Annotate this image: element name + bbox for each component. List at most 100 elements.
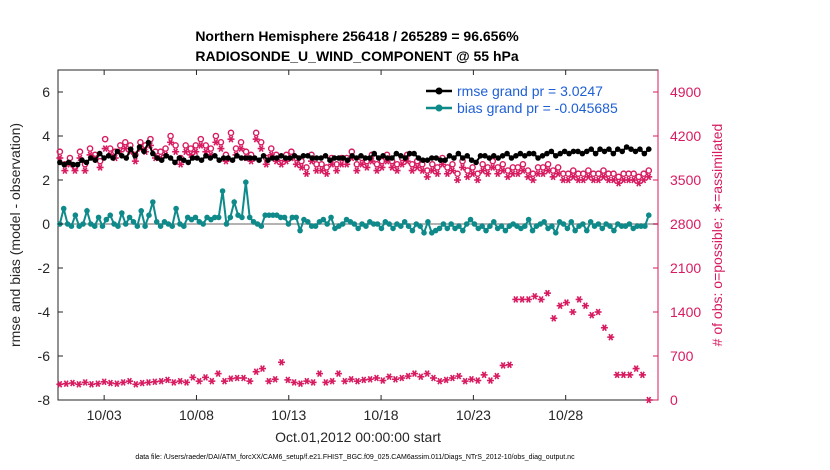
bias-point bbox=[363, 223, 369, 229]
obs-assimilated-marker bbox=[423, 173, 431, 181]
obs-assimilated-marker bbox=[645, 173, 653, 181]
rmse-point bbox=[296, 155, 302, 161]
rmse-point bbox=[473, 159, 479, 166]
bias-point bbox=[281, 214, 288, 221]
obs-assimilated-low-marker bbox=[284, 376, 292, 384]
rmse-point bbox=[327, 157, 333, 163]
rmse-point bbox=[451, 155, 457, 161]
obs-assimilated-marker bbox=[96, 163, 104, 171]
obs-possible-marker bbox=[434, 164, 441, 171]
y-axis-ticks: -8 -6 -4 -2 0 2 4 6 bbox=[38, 84, 63, 408]
obs-possible-marker bbox=[645, 167, 653, 174]
obs-assimilated-marker bbox=[554, 170, 562, 178]
obs-star-stroke bbox=[379, 163, 385, 171]
rmse-point bbox=[437, 157, 444, 163]
obs-star-stroke bbox=[57, 380, 63, 388]
bias-point bbox=[200, 221, 207, 227]
obs-assimilated-marker bbox=[297, 163, 305, 171]
obs-possible-marker bbox=[514, 164, 522, 171]
y-tick-label: 4 bbox=[42, 128, 50, 144]
obs-assimilated-marker bbox=[569, 173, 577, 181]
obs-star-stroke bbox=[409, 167, 415, 175]
obs-star-stroke bbox=[545, 289, 550, 297]
obs-assimilated-marker bbox=[192, 148, 200, 156]
obs-assimilated-low-marker bbox=[505, 361, 513, 369]
obs-assimilated-marker bbox=[433, 170, 441, 178]
obs-assimilated-low-marker bbox=[353, 377, 361, 385]
obs-assimilated-low-marker bbox=[524, 295, 532, 303]
obs-star-stroke bbox=[525, 173, 531, 181]
rmse-point bbox=[628, 146, 634, 152]
obs-assimilated-low-marker bbox=[309, 378, 317, 386]
obs-star-stroke bbox=[580, 176, 586, 184]
obs-assimilated-low-marker bbox=[233, 374, 241, 382]
obs-possible-marker bbox=[615, 173, 622, 181]
obs-star-stroke bbox=[535, 170, 541, 178]
obs-possible-marker bbox=[373, 160, 381, 168]
rmse-point bbox=[367, 155, 373, 161]
bias-point bbox=[405, 223, 412, 229]
bias-point bbox=[215, 214, 222, 221]
obs-star-stroke bbox=[228, 375, 234, 383]
obs-assimilated-low-marker bbox=[512, 295, 520, 303]
bias-point bbox=[525, 216, 532, 223]
bias-point bbox=[549, 223, 555, 229]
obs-star-stroke bbox=[238, 145, 244, 153]
obs-possible-marker bbox=[56, 148, 64, 156]
obs-star-stroke bbox=[611, 176, 616, 184]
obs-star-stroke bbox=[291, 378, 297, 386]
obs-star-stroke bbox=[101, 378, 107, 386]
rmse-point bbox=[88, 155, 94, 161]
bias-point bbox=[638, 223, 644, 229]
obs-assimilated-low-marker bbox=[252, 368, 260, 376]
rmse-point bbox=[398, 153, 404, 159]
obs-possible-marker bbox=[444, 164, 451, 171]
obs-assimilated-low-marker bbox=[486, 377, 494, 384]
obs-star-stroke bbox=[354, 167, 360, 175]
obs-possible-marker bbox=[323, 164, 330, 171]
bias-point bbox=[421, 230, 427, 236]
bias-point bbox=[417, 223, 423, 229]
obs-assimilated-low-marker bbox=[347, 375, 355, 383]
bias-point bbox=[142, 223, 148, 229]
obs-assimilated-marker bbox=[227, 135, 235, 143]
rmse-point bbox=[579, 150, 586, 157]
bias-point bbox=[80, 221, 86, 227]
bias-point bbox=[521, 223, 528, 229]
obs-star-stroke bbox=[646, 173, 652, 181]
rmse-point bbox=[459, 155, 466, 161]
obs-star-stroke bbox=[218, 145, 224, 153]
obs-assimilated-low-marker bbox=[417, 373, 425, 381]
y-axis-label: rmse and bias (model - observation) bbox=[7, 123, 23, 347]
obs-possible-marker bbox=[167, 132, 174, 140]
y-tick-label: 6 bbox=[42, 84, 50, 100]
obs-star-stroke bbox=[203, 373, 208, 381]
obs-star-stroke bbox=[278, 160, 284, 168]
obs-assimilated-low-marker bbox=[163, 376, 171, 384]
obs-assimilated-marker bbox=[101, 145, 109, 153]
rmse-point bbox=[645, 146, 652, 152]
rmse-point bbox=[185, 159, 192, 166]
bias-point bbox=[467, 216, 474, 223]
obs-assimilated-low-marker bbox=[423, 370, 431, 378]
bias-point bbox=[595, 221, 602, 227]
rmse-point bbox=[468, 157, 475, 163]
rmse-point bbox=[150, 150, 156, 157]
obs-assimilated-marker bbox=[237, 145, 245, 153]
rmse-point bbox=[154, 155, 161, 161]
obs-star-stroke bbox=[310, 378, 316, 386]
rmse-point bbox=[393, 150, 400, 157]
bias-point bbox=[398, 223, 404, 229]
x-tick-label: 10/13 bbox=[271, 407, 306, 423]
obs-assimilated-low-marker bbox=[290, 378, 298, 386]
obs-star-stroke bbox=[589, 311, 595, 319]
obs-star-stroke bbox=[253, 135, 259, 143]
obs-possible-marker bbox=[519, 160, 527, 168]
obs-star-stroke bbox=[627, 371, 633, 379]
obs-assimilated-marker bbox=[167, 138, 175, 146]
obs-assimilated-marker bbox=[408, 167, 416, 175]
bias-point bbox=[444, 225, 451, 232]
bias-point bbox=[223, 221, 230, 227]
obs-assimilated-low-marker bbox=[138, 379, 146, 387]
rmse-point bbox=[614, 146, 621, 152]
